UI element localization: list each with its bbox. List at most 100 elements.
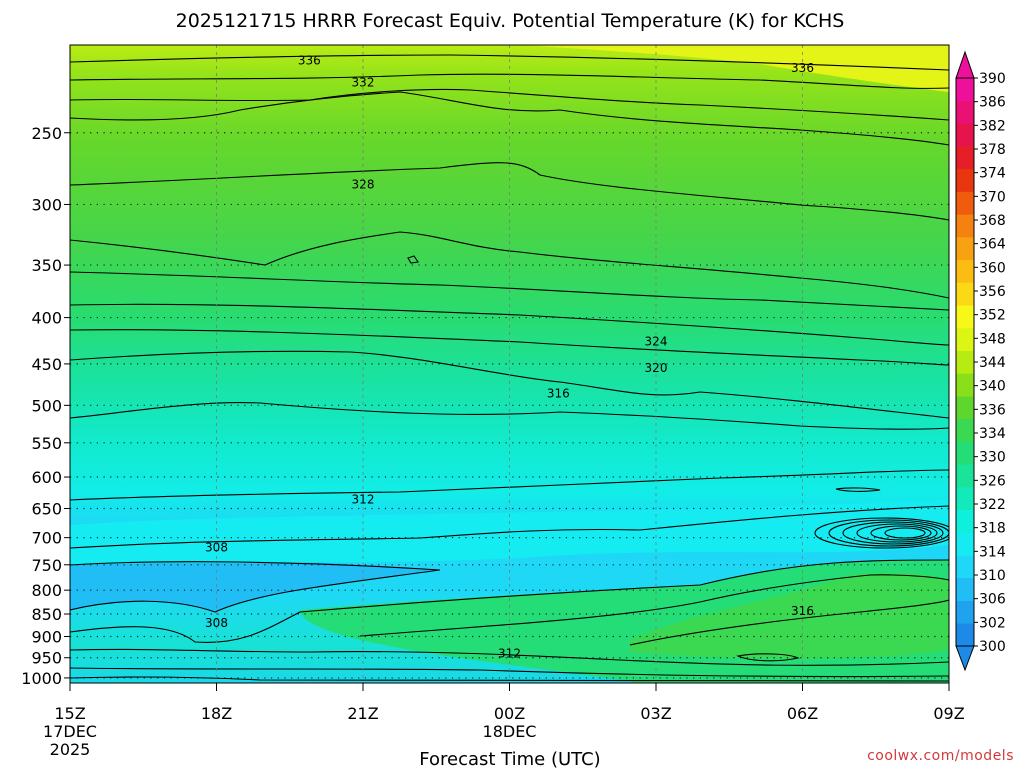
contour-line [70,350,949,419]
colorbar-segment [956,350,974,374]
colorbar-segment [956,168,974,192]
contour-line [70,73,949,89]
y-tick-label: 900 [31,627,62,646]
contour-lines [70,54,949,682]
colorbar-label: 378 [979,142,1006,158]
colorbar-label: 302 [979,615,1006,631]
contour-line [629,599,949,646]
colorbar-segment [956,418,974,442]
y-axis: 250 300 350 400 450 500 550 600 650 700 750 800 850 9… [21,124,70,688]
colorbar-label: 364 [979,237,1006,253]
contour-line [70,469,949,501]
contour-line [70,402,949,430]
colorbar-label: 344 [979,355,1006,371]
x-tick-label: 06Z [787,704,818,723]
colorbar-segment [956,373,974,397]
contour-line [359,574,949,637]
contour-label: 312 [498,647,521,661]
colorbar-label: 306 [979,592,1006,608]
contour-line [70,271,949,311]
colorbar-label: 318 [979,521,1006,537]
contour-label: 312 [352,492,375,506]
y-tick-label: 1000 [21,669,62,688]
colorbar-segment [956,146,974,170]
y-tick-label: 400 [31,309,62,328]
x-tick-label: 03Z [640,704,671,723]
colorbar-label: 356 [979,284,1006,300]
colorbar-segment [956,100,974,124]
contour-line [407,255,419,264]
colorbar-label: 322 [979,497,1006,513]
colorbar-segment [956,600,974,624]
contour-line [736,653,800,662]
colorbar-segment [956,486,974,510]
dense-contour-cluster [814,517,949,549]
colorbar-segment [956,464,974,488]
colorbar-segment [956,441,974,465]
contour-label: 324 [645,334,668,348]
x-axis-label: Forecast Time (UTC) [419,749,600,768]
y-tick-label: 600 [31,468,62,487]
colorbar-label: 352 [979,308,1006,324]
y-tick-label: 300 [31,195,62,214]
contour-line [70,329,949,366]
colorbar-label: 382 [979,118,1006,134]
contour-label: 316 [791,604,814,618]
contour-line [70,231,949,299]
contour-line [70,88,949,121]
colorbar-segment [956,123,974,147]
contour-line [70,505,949,549]
y-tick-label: 700 [31,529,62,548]
colorbar-label: 336 [979,402,1006,418]
colorbar-segment [956,282,974,306]
colorbar-label: 330 [979,450,1006,466]
colorbar-segment [956,577,974,601]
y-tick-label: 950 [31,649,62,668]
boundary-green-core [630,572,949,659]
contour-labels: 336 336 332 328 324 320 316 312 308 308 316 312 [205,53,814,661]
y-tick-label: 450 [31,355,62,374]
colorbar-segment [956,396,974,420]
contour-line [70,561,441,613]
x-tick-label: 00Z [494,704,525,723]
colorbar-label: 300 [979,639,1006,655]
colorbar-segment [956,305,974,329]
contour-line [70,162,949,221]
colorbar-segment [956,555,974,579]
contour-label: 332 [352,75,375,89]
credit-text: coolwx.com/models [867,748,1014,764]
x-tick-label: 21Z [347,704,378,723]
contour-line [835,487,881,492]
colorbar-label: 326 [979,473,1006,489]
colorbar-label: 390 [979,71,1006,87]
y-tick-label: 250 [31,124,62,143]
colorbar-label: 386 [979,95,1006,111]
colorbar-label: 334 [979,426,1006,442]
x-tick-label: 15Z [54,704,85,723]
x-tick-sublabel: 18DEC [483,722,537,741]
colorbar-segment [956,623,974,647]
x-tick-label: 09Z [933,704,964,723]
y-tick-label: 800 [31,581,62,600]
yellow-top-region [520,45,949,92]
x-tick-sublabel: 2025 [50,740,91,759]
contour-line [70,54,949,71]
colorbar-segment [956,509,974,533]
colorbar-top-arrow [955,50,975,79]
colorbar-label: 360 [979,260,1006,276]
contour-line [70,667,949,678]
colorbar-bottom-arrow [955,645,975,672]
contour-label: 336 [791,61,814,75]
colorbar-segment [956,214,974,238]
colorbar-label: 314 [979,544,1006,560]
colorbar-label: 348 [979,331,1006,347]
y-tick-label: 550 [31,434,62,453]
contour-label: 308 [205,541,228,555]
y-tick-label: 650 [31,500,62,519]
contour-label: 328 [352,177,375,191]
colorbar-segment [956,327,974,351]
chart-title: 2025121715 HRRR Forecast Equiv. Potentia… [176,10,845,32]
x-tick-label: 18Z [201,704,232,723]
contour-line [70,648,949,666]
